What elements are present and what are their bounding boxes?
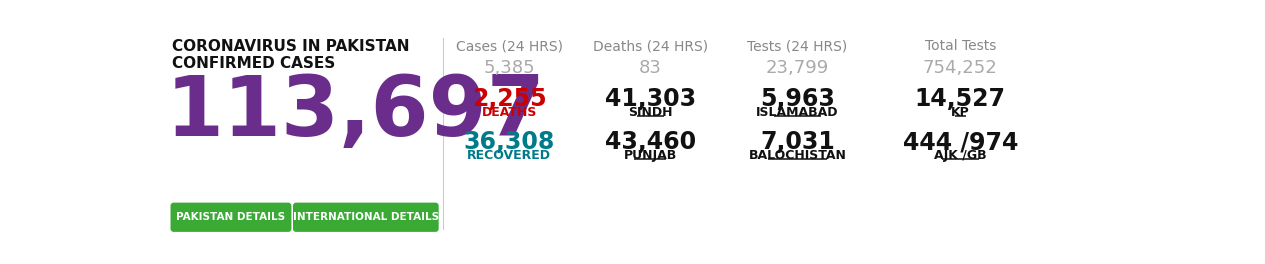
FancyBboxPatch shape [171, 203, 291, 232]
Text: ISLAMABAD: ISLAMABAD [756, 106, 839, 119]
Text: KP: KP [951, 106, 970, 119]
Text: Tests (24 HRS): Tests (24 HRS) [748, 39, 848, 53]
Text: BALOCHISTAN: BALOCHISTAN [749, 149, 846, 162]
Text: 2,255: 2,255 [472, 87, 546, 111]
FancyBboxPatch shape [293, 203, 439, 232]
Text: Cases (24 HRS): Cases (24 HRS) [455, 39, 563, 53]
Text: PUNJAB: PUNJAB [624, 149, 677, 162]
Text: DEATHS: DEATHS [482, 106, 536, 119]
Text: Deaths (24 HRS): Deaths (24 HRS) [593, 39, 708, 53]
Text: SINDH: SINDH [627, 106, 673, 119]
Text: INTERNATIONAL DETAILS: INTERNATIONAL DETAILS [292, 212, 439, 222]
Text: 36,308: 36,308 [463, 130, 555, 154]
Text: 5,385: 5,385 [483, 59, 535, 77]
Text: 23,799: 23,799 [765, 59, 829, 77]
Text: 7,031: 7,031 [760, 130, 835, 154]
Text: 444 /974: 444 /974 [902, 130, 1018, 154]
Text: PAKISTAN DETAILS: PAKISTAN DETAILS [176, 212, 286, 222]
Text: 41,303: 41,303 [605, 87, 696, 111]
Text: 83: 83 [639, 59, 662, 77]
Text: 113,697: 113,697 [166, 72, 545, 153]
Text: 43,460: 43,460 [605, 130, 696, 154]
Text: CONFIRMED CASES: CONFIRMED CASES [172, 56, 335, 71]
Text: 14,527: 14,527 [915, 87, 1006, 111]
Text: RECOVERED: RECOVERED [467, 149, 552, 162]
Text: Total Tests: Total Tests [925, 39, 996, 53]
Text: 754,252: 754,252 [923, 59, 998, 77]
Text: 5,963: 5,963 [760, 87, 835, 111]
Text: AJK /GB: AJK /GB [934, 149, 987, 162]
Text: CORONAVIRUS IN PAKISTAN: CORONAVIRUS IN PAKISTAN [172, 39, 410, 54]
